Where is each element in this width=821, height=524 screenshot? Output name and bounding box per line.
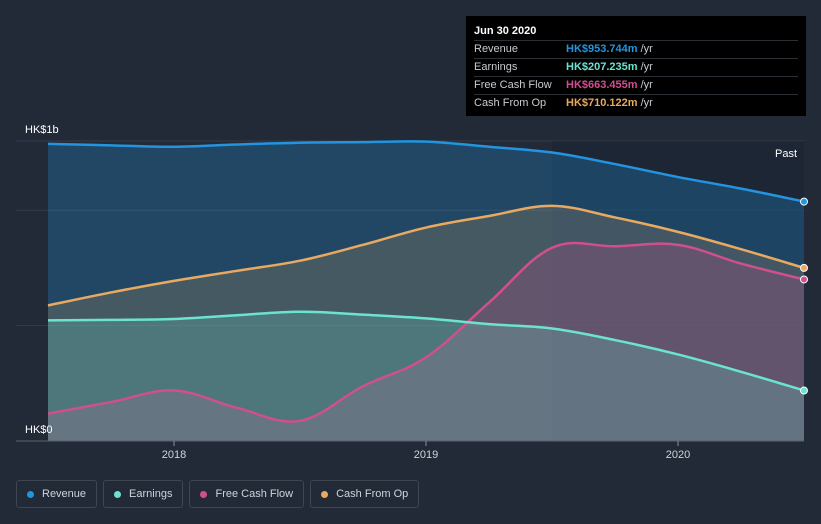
x-tick-label: 2018 (162, 449, 186, 461)
line-cash-from-op (47, 204, 805, 307)
tooltip-label: Revenue (474, 43, 519, 55)
legend-label: Revenue (42, 488, 87, 500)
line-free-cash-flow (47, 241, 805, 423)
x-tick-label: 2019 (414, 449, 438, 461)
tooltip-row-revenue: Revenue HK$953.744m /yr (474, 40, 798, 58)
tooltip-label: Earnings (474, 61, 518, 73)
past-label: Past (775, 148, 797, 160)
tooltip-row-cash-from-op: Cash From Op HK$710.122m /yr (474, 94, 798, 112)
legend-item-free-cash-flow[interactable]: Free Cash Flow (189, 480, 305, 508)
legend: Revenue Earnings Free Cash Flow Cash Fro… (16, 480, 420, 508)
legend-dot-icon (321, 490, 329, 498)
tooltip-label: Free Cash Flow (474, 79, 552, 91)
area-free-cash-flow (48, 242, 804, 441)
tooltip-date: Jun 30 2020 (474, 25, 537, 37)
tooltip-row-earnings: Earnings HK$207.235m /yr (474, 58, 798, 76)
endpoint-free-cash-flow (800, 275, 808, 284)
legend-dot-icon (114, 490, 122, 498)
legend-item-revenue[interactable]: Revenue (16, 480, 98, 508)
area-cash-from-op (48, 205, 804, 441)
y-axis-top-label: HK$1b (25, 124, 59, 136)
legend-label: Cash From Op (336, 488, 409, 500)
tooltip-unit: /yr (640, 97, 653, 109)
tooltip-unit: /yr (640, 79, 653, 91)
series-lines (47, 140, 805, 423)
endpoint-cash-from-op (800, 263, 808, 272)
tooltip-value: HK$207.235m (566, 61, 638, 73)
line-revenue (47, 140, 805, 203)
legend-dot-icon (27, 490, 34, 498)
past-region (552, 141, 804, 441)
endpoint-revenue (800, 197, 808, 206)
line-earnings (47, 310, 805, 392)
x-tick-label: 2020 (666, 449, 690, 461)
series-areas (48, 141, 804, 442)
legend-label: Earnings (129, 488, 173, 500)
legend-item-cash-from-op[interactable]: Cash From Op (310, 480, 420, 508)
legend-item-earnings[interactable]: Earnings (103, 480, 184, 508)
tooltip-value: HK$953.744m (566, 43, 638, 55)
tooltip-value: HK$710.122m (566, 97, 638, 109)
tooltip-row-free-cash-flow: Free Cash Flow HK$663.455m /yr (474, 76, 798, 94)
legend-label: Free Cash Flow (215, 488, 294, 500)
tooltip-unit: /yr (640, 61, 653, 73)
legend-dot-icon (200, 490, 208, 498)
y-axis-bottom-label: HK$0 (25, 424, 53, 436)
series-endpoints (800, 197, 808, 395)
x-axis-ticks: 2018 2019 2020 (162, 441, 690, 461)
tooltip-panel: Jun 30 2020 Revenue HK$953.744m /yr Earn… (466, 16, 806, 116)
tooltip-value: HK$663.455m (566, 79, 638, 91)
tooltip-unit: /yr (640, 43, 653, 55)
endpoint-earnings (800, 386, 808, 395)
tooltip-label: Cash From Op (474, 97, 547, 109)
